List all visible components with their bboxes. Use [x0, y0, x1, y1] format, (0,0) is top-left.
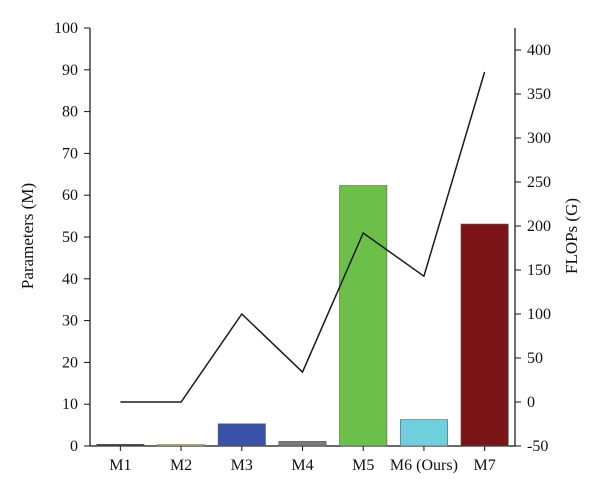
y2-axis-title: FLOPs (G) [562, 198, 581, 274]
tick-labels: 0 10 20 30 40 50 60 70 80 90 100 -50 0 50 100 150 200 250… [54, 20, 551, 474]
y2-tick-label: 50 [527, 350, 543, 367]
flops-line [120, 71, 486, 403]
y-tick-label: 10 [62, 396, 78, 413]
y2-tick-label: 350 [527, 86, 551, 103]
y-tick-label: 50 [62, 229, 78, 246]
bars [96, 185, 509, 447]
bar-m5 [339, 185, 388, 447]
y-tick-label: 60 [62, 187, 78, 204]
y2-tick-label: 150 [527, 262, 551, 279]
y2-tick-label: 400 [527, 42, 551, 59]
x-tick-label: M1 [109, 457, 131, 474]
bar-m4 [278, 441, 327, 447]
bar-m6-ours [399, 419, 448, 447]
x-tick-label: M5 [352, 457, 374, 474]
y-tick-label: 70 [62, 145, 78, 162]
y-tick-label: 40 [62, 271, 78, 288]
y-axis-title: Parameters (M) [18, 183, 37, 289]
x-tick-label: M6 (Ours) [390, 457, 458, 474]
bar-m1 [96, 444, 145, 447]
y-tick-label: 30 [62, 313, 78, 330]
y2-tick-label: 200 [527, 218, 551, 235]
bar-m7 [460, 223, 509, 447]
x-tick-label: M2 [170, 457, 192, 474]
x-tick-label: M3 [231, 457, 253, 474]
bar-m2 [157, 444, 206, 447]
x-tick-label: M4 [291, 457, 313, 474]
axes [84, 27, 521, 451]
x-tick-label: M7 [474, 457, 496, 474]
y2-tick-label: 250 [527, 174, 551, 191]
y2-tick-label: 0 [527, 394, 535, 411]
bar-m3 [217, 423, 266, 447]
y-tick-label: 20 [62, 354, 78, 371]
y-tick-label: 80 [62, 104, 78, 121]
y2-tick-label: -50 [527, 438, 548, 455]
y2-tick-label: 300 [527, 130, 551, 147]
y-tick-label: 100 [54, 20, 78, 37]
y-tick-label: 90 [62, 62, 78, 79]
flops-line-group [120, 71, 486, 403]
y2-tick-label: 100 [527, 306, 551, 323]
y-tick-label: 0 [70, 438, 78, 455]
